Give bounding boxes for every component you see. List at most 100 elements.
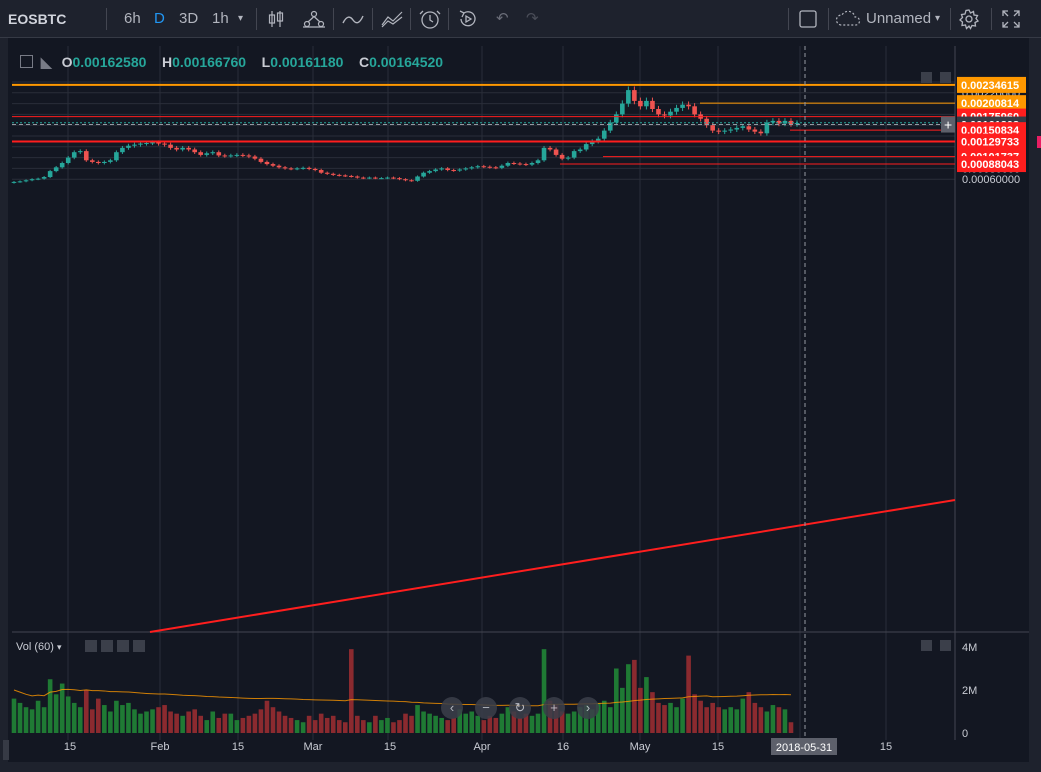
pane-control-icon[interactable] bbox=[940, 72, 951, 83]
left-drawing-toolbar[interactable] bbox=[0, 38, 8, 772]
candle bbox=[409, 180, 414, 182]
zoom-in-button[interactable]: + bbox=[543, 697, 565, 719]
candle bbox=[782, 120, 788, 124]
candle bbox=[258, 158, 264, 162]
fullscreen-icon[interactable] bbox=[1000, 0, 1022, 38]
volume-control-icon[interactable] bbox=[117, 640, 129, 652]
collapse-legend-icon[interactable] bbox=[20, 55, 33, 68]
right-widget-bar[interactable] bbox=[1029, 38, 1041, 772]
volume-bar bbox=[409, 715, 414, 733]
candle bbox=[234, 154, 240, 156]
volume-bar bbox=[788, 722, 794, 733]
volume-chevron-down-icon[interactable]: ▾ bbox=[56, 642, 62, 652]
symbol-search[interactable]: EOSBTC bbox=[8, 11, 67, 27]
volume-bar bbox=[306, 715, 312, 733]
volume-bar bbox=[228, 713, 234, 733]
candle bbox=[342, 175, 348, 177]
volume-control-icon[interactable] bbox=[133, 640, 145, 652]
zoom-out-button[interactable]: − bbox=[475, 697, 497, 719]
candle bbox=[716, 130, 721, 132]
redo-icon[interactable]: ↷ bbox=[526, 10, 539, 27]
interval-6h[interactable]: 6h bbox=[124, 10, 141, 27]
interval-3d[interactable]: 3D bbox=[179, 10, 199, 27]
replay-icon[interactable] bbox=[456, 0, 480, 38]
scroll-left-button[interactable]: ‹ bbox=[441, 697, 463, 719]
candle bbox=[324, 172, 330, 174]
time-tick-label: May bbox=[630, 741, 651, 753]
interval-1h[interactable]: 1h bbox=[212, 10, 229, 27]
volume-bar bbox=[607, 707, 613, 733]
volume-bar bbox=[638, 687, 643, 733]
flag-icon[interactable]: ◣ bbox=[40, 54, 52, 70]
candles-icon[interactable] bbox=[266, 0, 286, 38]
price-level-label: 0.00234615 bbox=[961, 80, 1019, 92]
volume-bar bbox=[535, 713, 541, 733]
candle bbox=[553, 149, 559, 155]
volume-control-icon[interactable] bbox=[85, 640, 97, 652]
pane-control-icon[interactable] bbox=[940, 640, 951, 651]
candle bbox=[276, 165, 282, 168]
candle bbox=[770, 120, 776, 123]
candle bbox=[282, 167, 288, 169]
candle bbox=[180, 147, 185, 150]
volume-bar bbox=[23, 707, 29, 733]
line-style-icon[interactable] bbox=[341, 0, 365, 38]
indicators-icon[interactable] bbox=[302, 0, 326, 38]
scroll-right-button[interactable]: › bbox=[577, 697, 599, 719]
widget-indicator bbox=[1037, 136, 1041, 148]
chevron-down-icon[interactable]: ▾ bbox=[238, 13, 244, 24]
gear-icon[interactable] bbox=[958, 0, 980, 38]
square-icon[interactable] bbox=[798, 0, 818, 38]
volume-bar bbox=[59, 683, 65, 733]
candle bbox=[108, 160, 113, 162]
candle bbox=[228, 155, 234, 157]
pane-control-icon[interactable] bbox=[921, 72, 932, 83]
volume-bar bbox=[379, 720, 384, 733]
add-alert-button[interactable] bbox=[941, 116, 955, 133]
alert-icon[interactable] bbox=[418, 0, 442, 38]
volume-bar bbox=[614, 668, 619, 733]
candle bbox=[565, 157, 571, 159]
volume-bar bbox=[270, 707, 276, 733]
candle bbox=[17, 181, 23, 183]
time-tick-label: 15 bbox=[712, 741, 724, 753]
volume-bar bbox=[222, 713, 228, 733]
candle bbox=[288, 168, 294, 170]
reset-button[interactable]: ↻ bbox=[509, 697, 531, 719]
compare-icon[interactable] bbox=[380, 0, 404, 38]
volume-bar bbox=[144, 711, 149, 733]
pane-control-icon[interactable] bbox=[921, 640, 932, 651]
price-level-badge[interactable] bbox=[957, 156, 1026, 173]
candle bbox=[710, 125, 715, 131]
scroll-left-handle[interactable] bbox=[3, 740, 9, 760]
candle bbox=[162, 143, 167, 145]
price-level-badge[interactable] bbox=[957, 76, 1026, 93]
volume-legend: Vol (60) ▾ bbox=[16, 641, 62, 653]
cloud-icon[interactable] bbox=[834, 0, 862, 38]
candle bbox=[475, 166, 481, 168]
undo-icon[interactable]: ↶ bbox=[496, 10, 509, 27]
volume-bar bbox=[746, 692, 752, 733]
candle bbox=[355, 176, 360, 178]
volume-bar bbox=[686, 655, 691, 733]
time-tick-label: 15 bbox=[384, 741, 396, 753]
volume-bar bbox=[71, 702, 77, 733]
volume-bar bbox=[499, 713, 505, 733]
volume-bar bbox=[752, 702, 758, 733]
candle bbox=[734, 127, 740, 130]
price-chart[interactable]: 0.002400000.002200000.001800000.00140000… bbox=[0, 38, 1029, 762]
candle bbox=[246, 155, 252, 157]
candle bbox=[577, 149, 583, 152]
price-level-badge[interactable] bbox=[957, 95, 1026, 112]
volume-control-icon[interactable] bbox=[101, 640, 113, 652]
volume-bar bbox=[662, 705, 667, 733]
layout-chevron-down-icon[interactable]: ▾ bbox=[935, 13, 941, 24]
price-level-badge[interactable] bbox=[957, 133, 1026, 150]
trend-line[interactable] bbox=[149, 499, 956, 633]
candle bbox=[529, 163, 535, 165]
interval-d[interactable]: D bbox=[154, 10, 165, 27]
volume-bar bbox=[559, 711, 565, 733]
volume-bar bbox=[108, 711, 113, 733]
candle bbox=[59, 163, 65, 168]
layout-name[interactable]: Unnamed bbox=[866, 10, 932, 27]
